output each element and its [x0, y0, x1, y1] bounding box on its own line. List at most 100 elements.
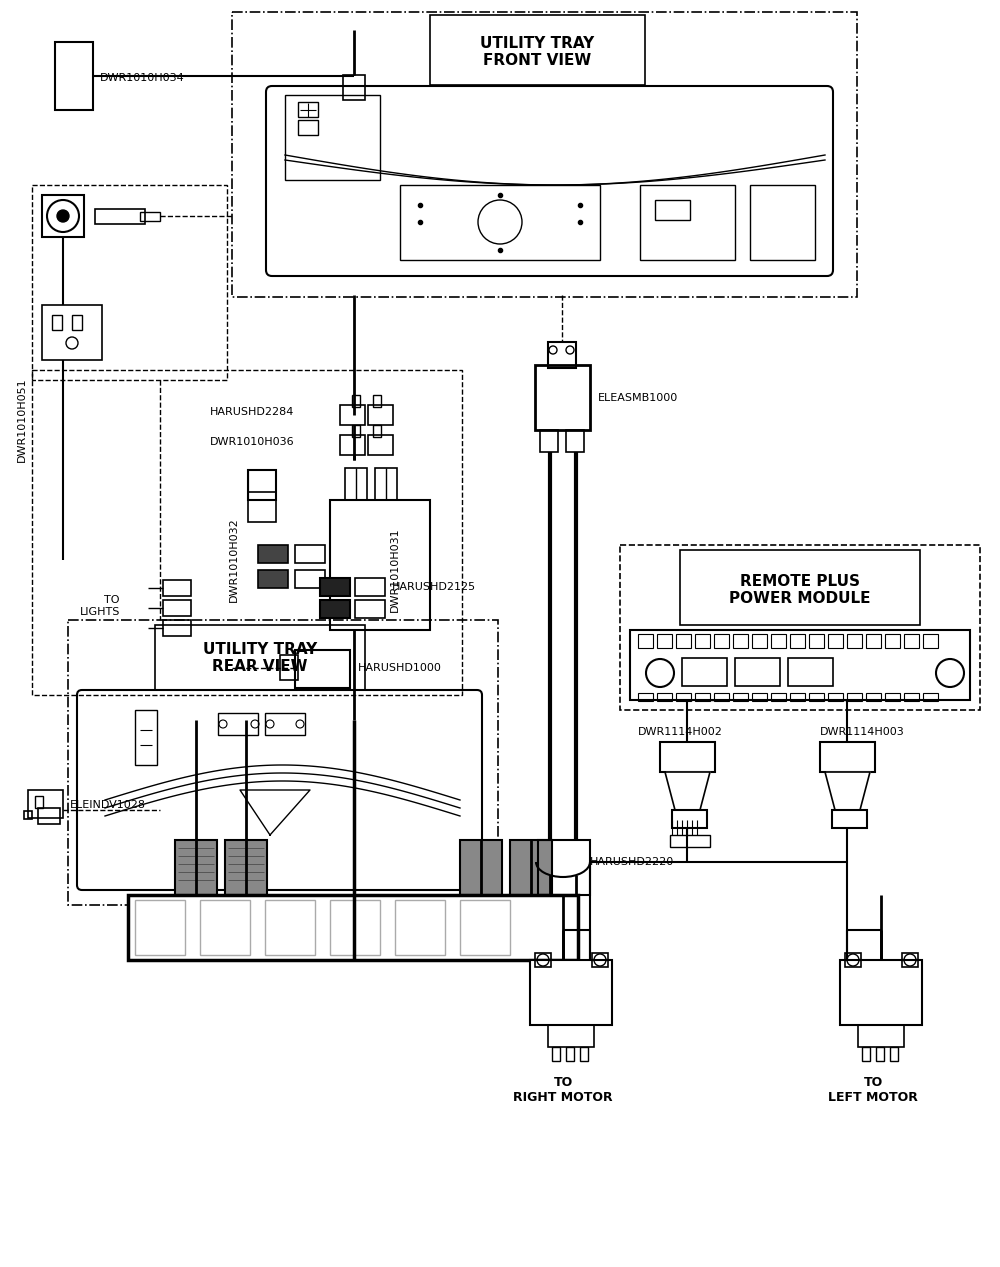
- Bar: [548, 342, 576, 367]
- Bar: [95, 209, 145, 224]
- Bar: [295, 570, 325, 588]
- Bar: [28, 791, 63, 818]
- Bar: [638, 693, 653, 701]
- Bar: [38, 808, 60, 824]
- Text: ELEASMB1000: ELEASMB1000: [598, 393, 678, 403]
- Bar: [368, 435, 393, 455]
- Text: HARUSHD2284: HARUSHD2284: [210, 407, 294, 417]
- Bar: [373, 424, 381, 437]
- Bar: [355, 601, 385, 618]
- Bar: [885, 634, 900, 647]
- Text: DWR1010H031: DWR1010H031: [390, 527, 400, 612]
- Bar: [862, 1047, 870, 1060]
- Bar: [676, 693, 691, 701]
- Bar: [695, 693, 710, 701]
- Bar: [280, 655, 298, 680]
- Bar: [680, 550, 920, 625]
- Bar: [752, 634, 767, 647]
- Bar: [32, 370, 462, 696]
- Bar: [750, 185, 815, 260]
- Bar: [375, 468, 397, 500]
- Bar: [530, 960, 612, 1025]
- Bar: [566, 1047, 574, 1060]
- Bar: [352, 395, 360, 407]
- Text: DWR1010H034: DWR1010H034: [100, 73, 185, 84]
- Bar: [630, 630, 970, 699]
- Bar: [42, 195, 84, 237]
- Bar: [832, 810, 867, 829]
- Bar: [72, 315, 82, 329]
- Circle shape: [57, 210, 69, 222]
- Bar: [340, 435, 365, 455]
- Text: DWR1010H032: DWR1010H032: [229, 518, 239, 602]
- Bar: [904, 693, 919, 701]
- Bar: [771, 634, 786, 647]
- Text: TO
RIGHT MOTOR: TO RIGHT MOTOR: [513, 1076, 613, 1104]
- Bar: [735, 658, 780, 685]
- Bar: [355, 578, 385, 595]
- Bar: [373, 395, 381, 407]
- Bar: [52, 315, 62, 329]
- Bar: [345, 468, 367, 500]
- Polygon shape: [825, 772, 870, 810]
- Bar: [714, 634, 729, 647]
- Bar: [298, 103, 318, 117]
- Bar: [265, 900, 315, 955]
- Bar: [682, 658, 727, 685]
- Text: HARUSHD2220: HARUSHD2220: [590, 856, 674, 867]
- Bar: [923, 634, 938, 647]
- Bar: [343, 75, 365, 100]
- Bar: [923, 693, 938, 701]
- Bar: [771, 693, 786, 701]
- Bar: [847, 634, 862, 647]
- Bar: [42, 305, 102, 360]
- Bar: [733, 634, 748, 647]
- Bar: [218, 713, 258, 735]
- Bar: [885, 693, 900, 701]
- Bar: [828, 693, 843, 701]
- Bar: [248, 470, 276, 492]
- Bar: [876, 1047, 884, 1060]
- Bar: [352, 424, 360, 437]
- Bar: [809, 693, 824, 701]
- Bar: [225, 840, 267, 895]
- Bar: [890, 1047, 898, 1060]
- Bar: [828, 634, 843, 647]
- Bar: [460, 840, 502, 895]
- Text: DWR1010H051: DWR1010H051: [17, 378, 27, 462]
- Bar: [714, 693, 729, 701]
- Bar: [752, 693, 767, 701]
- Bar: [330, 500, 430, 630]
- Bar: [548, 1025, 594, 1047]
- Bar: [295, 650, 350, 688]
- Bar: [35, 796, 43, 808]
- Bar: [657, 693, 672, 701]
- Bar: [535, 365, 590, 430]
- Bar: [820, 742, 875, 772]
- Bar: [68, 620, 498, 905]
- Bar: [135, 710, 157, 765]
- Bar: [175, 840, 217, 895]
- Bar: [670, 835, 710, 848]
- Text: ELEINDV1028: ELEINDV1028: [70, 799, 146, 810]
- Text: REMOTE PLUS
POWER MODULE: REMOTE PLUS POWER MODULE: [729, 574, 871, 606]
- Bar: [135, 900, 185, 955]
- Bar: [655, 200, 690, 220]
- Text: DWR1010H036: DWR1010H036: [210, 437, 295, 447]
- Bar: [295, 545, 325, 563]
- Bar: [265, 713, 305, 735]
- Bar: [858, 1025, 904, 1047]
- Bar: [32, 185, 227, 380]
- Bar: [155, 625, 365, 691]
- Bar: [163, 620, 191, 636]
- Bar: [163, 580, 191, 595]
- Bar: [638, 634, 653, 647]
- Bar: [320, 601, 350, 618]
- Bar: [592, 953, 608, 967]
- Bar: [809, 634, 824, 647]
- Bar: [510, 840, 552, 895]
- Bar: [676, 634, 691, 647]
- Polygon shape: [665, 772, 710, 810]
- Bar: [840, 960, 922, 1025]
- Bar: [395, 900, 445, 955]
